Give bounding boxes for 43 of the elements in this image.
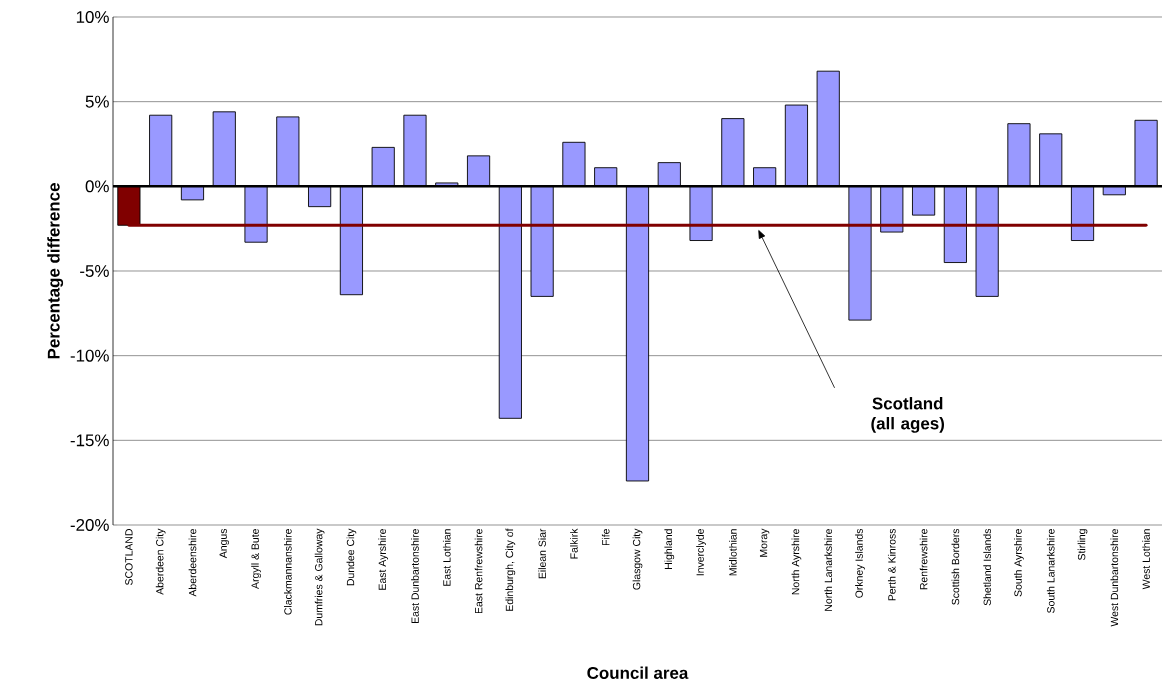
x-tick-label: Highland [664, 529, 675, 569]
x-tick-label: Shetland Islands [983, 528, 991, 606]
x-tick-label: Aberdeen City [155, 528, 166, 595]
x-tick-label: Eilean Siar [538, 528, 546, 579]
x-tick-label: North Ayrshire [791, 529, 802, 595]
x-tick-label: Angus [219, 528, 229, 559]
x-tick-label: Edinburgh, City of [505, 528, 516, 611]
x-tick-label: Orkney Islands [855, 528, 865, 598]
x-tick-label: Stirling [1077, 529, 1088, 561]
x-tick-label: Moray [759, 528, 770, 557]
y-tick-label: -15% [70, 434, 109, 447]
x-tick-label: Renfrewshire [919, 529, 928, 590]
y-tick-label: 5% [85, 95, 109, 108]
x-tick-label: South Ayrshire [1014, 529, 1024, 597]
y-tick-label: -10% [70, 349, 109, 362]
x-tick-label: Clackmannanshire [283, 529, 292, 615]
x-tick-label: Dundee City [346, 528, 357, 586]
x-tick-label: East Renfrewshire [474, 529, 483, 614]
x-tick-label: Scottish Borders [951, 528, 960, 605]
y-axis-title: Percentage difference [47, 183, 64, 359]
x-tick-label: SCOTLAND [125, 529, 133, 586]
y-tick-label: -20% [70, 519, 109, 531]
x-tick-label: Argyll & Bute [251, 529, 261, 589]
y-tick-label: 0% [85, 180, 109, 193]
x-tick-label: East Lothian [442, 529, 451, 586]
x-tick-label: East Dunbartonshire [411, 529, 419, 624]
x-tick-label: North Lanarkshire [824, 529, 833, 611]
x-axis-title: Council area [587, 666, 689, 679]
x-tick-label: Inverclyde [696, 529, 706, 576]
x-tick-label: Falkirk [570, 528, 578, 559]
x-tick-label: Aberdeenshire [188, 529, 197, 597]
x-tick-label: Perth & Kinross [887, 528, 896, 601]
x-tick-label: Glasgow City [632, 528, 643, 590]
x-tick-label: West Dunbartonshire [1110, 529, 1119, 627]
x-tick-label: Dumfries & Galloway [314, 528, 325, 626]
x-tick-label: West Lothian [1142, 529, 1150, 590]
x-tick-label: Midlothian [729, 529, 737, 576]
y-tick-label: -5% [80, 265, 109, 277]
annotation: Scotland (all ages) [871, 397, 945, 433]
x-tick-label: South Lanarkshire [1046, 529, 1055, 613]
x-tick-label: Fife [601, 528, 610, 546]
y-tick-label: 10% [76, 11, 109, 23]
x-tick-label: East Ayrshire [378, 528, 389, 590]
